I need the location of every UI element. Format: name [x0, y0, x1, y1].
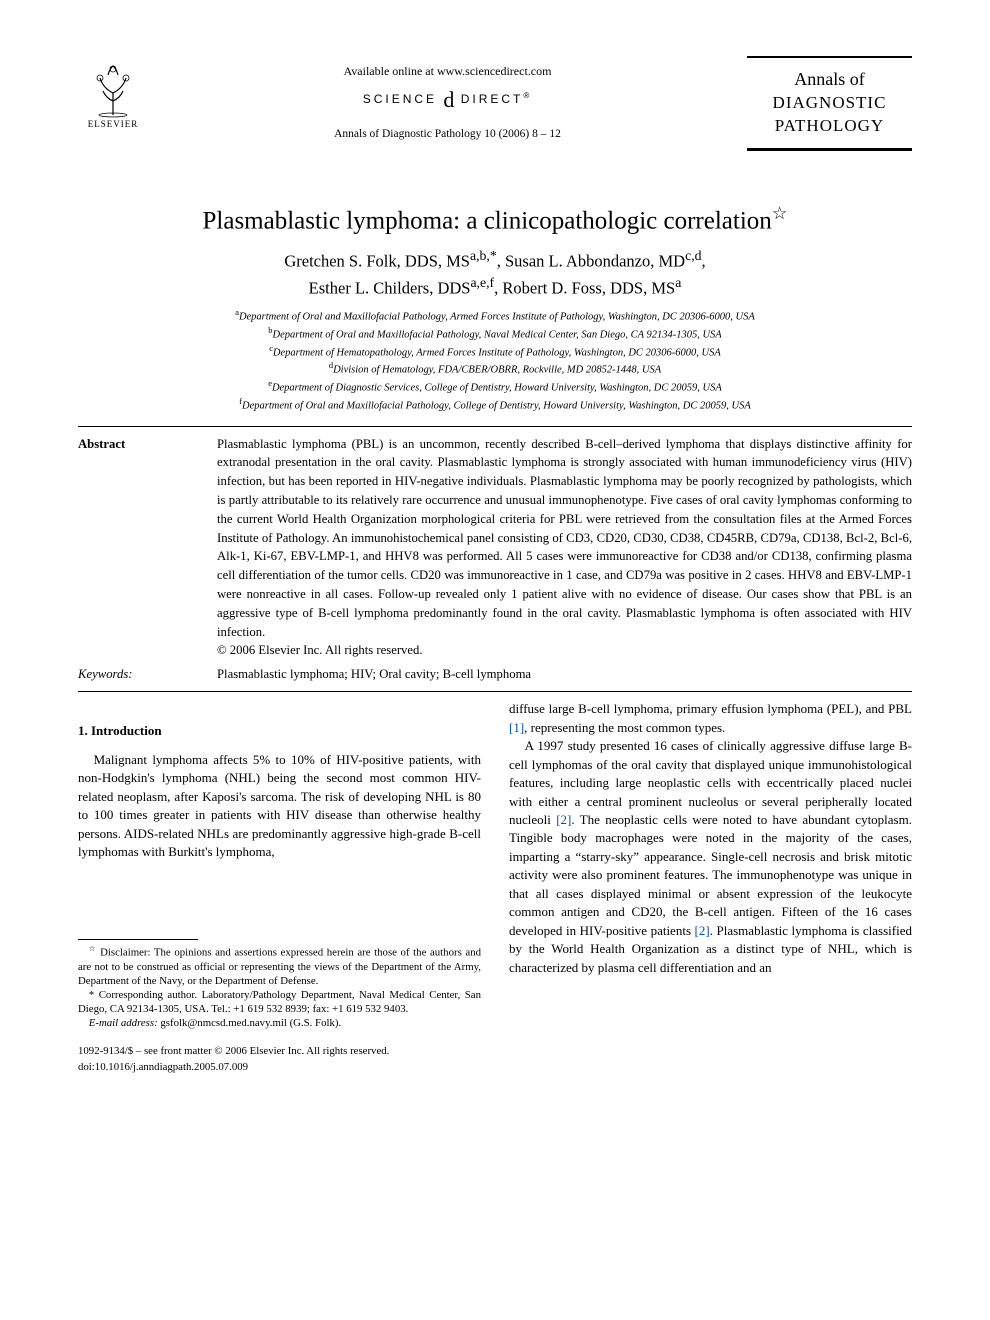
abstract-label: Abstract [78, 435, 173, 661]
footnotes: ☆ Disclaimer: The opinions and assertion… [78, 944, 481, 1030]
section-1-para-1: Malignant lymphoma affects 5% to 10% of … [78, 751, 481, 862]
ref-link-2b[interactable]: [2] [695, 923, 710, 938]
footnote-corresponding: * Corresponding author. Laboratory/Patho… [78, 988, 481, 1016]
journal-reference: Annals of Diagnostic Pathology 10 (2006)… [148, 127, 747, 143]
journal-cover-line3: PATHOLOGY [747, 115, 912, 138]
abstract-block: Abstract Plasmablastic lymphoma (PBL) is… [78, 435, 912, 661]
title-note-marker: ☆ [772, 203, 788, 223]
journal-header: ELSEVIER Available online at www.science… [78, 48, 912, 158]
keywords-text: Plasmablastic lymphoma; HIV; Oral cavity… [217, 666, 531, 683]
body-two-column: 1. Introduction Malignant lymphoma affec… [78, 700, 912, 1075]
keywords-label: Keywords: [78, 666, 173, 683]
affiliations: aDepartment of Oral and Maxillofacial Pa… [78, 307, 912, 413]
section-1-heading: 1. Introduction [78, 722, 481, 740]
ref-link-1[interactable]: [1] [509, 720, 524, 735]
header-center: Available online at www.sciencedirect.co… [148, 63, 747, 142]
article-title: Plasmablastic lymphoma: a clinicopatholo… [78, 202, 912, 238]
journal-cover-box: Annals of DIAGNOSTIC PATHOLOGY [747, 56, 912, 151]
elsevier-tree-icon [88, 63, 138, 118]
journal-cover-line1: Annals of [747, 67, 912, 91]
footer-doi: doi:10.1016/j.anndiagpath.2005.07.009 [78, 1061, 248, 1073]
authors-line: Gretchen S. Folk, DDS, MSa,b,*, Susan L.… [78, 246, 912, 299]
keywords-block: Keywords: Plasmablastic lymphoma; HIV; O… [78, 666, 912, 683]
abstract-text: Plasmablastic lymphoma (PBL) is an uncom… [217, 435, 912, 661]
available-online-text: Available online at www.sciencedirect.co… [148, 63, 747, 79]
rule-top [78, 426, 912, 427]
journal-cover-line2: DIAGNOSTIC [747, 92, 912, 115]
footnote-rule [78, 939, 198, 940]
publisher-name: ELSEVIER [88, 118, 139, 130]
ref-link-2a[interactable]: [2] [556, 812, 571, 827]
body-col2-para-1: diffuse large B-cell lymphoma, primary e… [509, 700, 912, 737]
footer-copyright: 1092-9134/$ – see front matter © 2006 El… [78, 1044, 481, 1075]
rule-bottom [78, 691, 912, 692]
elsevier-logo: ELSEVIER [78, 63, 148, 143]
sciencedirect-logo: SCIENCE d DIRECT® [148, 85, 747, 115]
footnote-email: E-mail address: gsfolk@nmcsd.med.navy.mi… [78, 1016, 481, 1030]
abstract-copyright: © 2006 Elsevier Inc. All rights reserved… [217, 643, 423, 657]
body-col2-para-2: A 1997 study presented 16 cases of clini… [509, 737, 912, 977]
footnote-disclaimer: ☆ Disclaimer: The opinions and assertion… [78, 944, 481, 988]
